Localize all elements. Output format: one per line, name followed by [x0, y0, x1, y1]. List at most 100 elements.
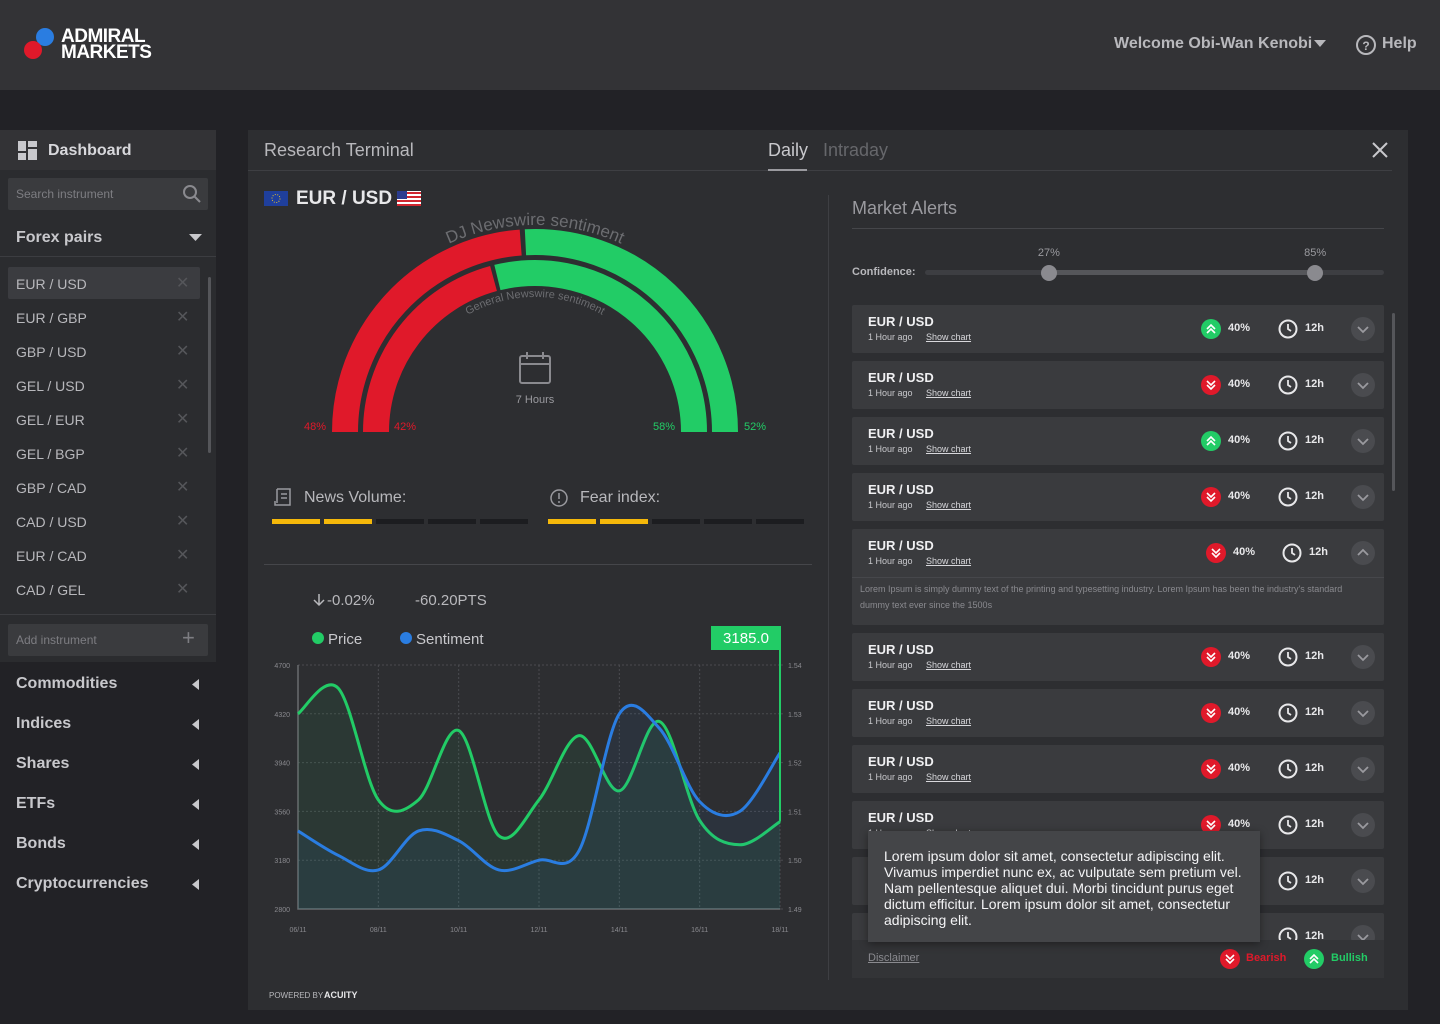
- us-stripe: [397, 196, 421, 198]
- us-stripe: [397, 200, 421, 202]
- alert-row[interactable]: EUR / USD 1 Hour ago Show chart 40% 12h: [852, 633, 1384, 681]
- remove-pair[interactable]: ✕: [176, 513, 190, 530]
- category-item[interactable]: Indices: [16, 715, 72, 732]
- pair-item[interactable]: CAD / GEL: [16, 582, 86, 598]
- slider-handle[interactable]: [1307, 265, 1324, 281]
- remove-pair[interactable]: ✕: [176, 377, 190, 394]
- dropdown-caret: [1314, 40, 1326, 47]
- pair-item[interactable]: GBP / CAD: [16, 480, 87, 496]
- category-item[interactable]: Shares: [16, 755, 70, 772]
- alert-row[interactable]: EUR / USD 1 Hour ago Show chart 40% 12h Lorem…: [852, 529, 1384, 625]
- category-item[interactable]: Cryptocurrencies: [16, 875, 149, 892]
- alert-value: 40%: [1228, 706, 1251, 718]
- expand-toggle[interactable]: [1351, 541, 1375, 565]
- expand-toggle[interactable]: [1351, 429, 1375, 453]
- pair-item[interactable]: EUR / GBP: [16, 310, 87, 326]
- expand-toggle[interactable]: [1351, 757, 1375, 781]
- clock-hands: [1287, 492, 1292, 500]
- toggle-circle: [1351, 541, 1375, 565]
- expand-toggle[interactable]: [1351, 813, 1375, 837]
- remove-pair[interactable]: ✕: [176, 445, 190, 462]
- show-chart-link[interactable]: Show chart: [926, 388, 972, 398]
- pair-item[interactable]: EUR / USD: [16, 276, 87, 292]
- trend-badge: [1201, 759, 1221, 779]
- pair-item[interactable]: GBP / USD: [16, 344, 87, 360]
- show-chart-link[interactable]: Show chart: [926, 332, 972, 342]
- close-x[interactable]: [1372, 142, 1388, 158]
- pair-item[interactable]: GEL / BGP: [16, 446, 85, 462]
- badge-chevrons: [1206, 492, 1216, 503]
- show-chart-link[interactable]: Show chart: [926, 556, 972, 566]
- toggle-circle: [1351, 485, 1375, 509]
- show-chart-link[interactable]: Show chart: [926, 444, 972, 454]
- alert-row[interactable]: EUR / USD 1 Hour ago Show chart 40% 12h: [852, 305, 1384, 353]
- show-chart-link[interactable]: Show chart: [926, 660, 972, 670]
- caret: [1314, 40, 1326, 47]
- panel-title: Research Terminal: [264, 140, 414, 160]
- alert-value: 40%: [1233, 546, 1256, 558]
- legend-bullish: Bullish: [1331, 952, 1368, 964]
- remove-pair[interactable]: ✕: [176, 309, 190, 326]
- trend-badge: [1220, 949, 1240, 969]
- panel-header-line: [248, 170, 1392, 171]
- expand-toggle[interactable]: [1351, 701, 1375, 725]
- pair-item[interactable]: EUR / CAD: [16, 548, 87, 564]
- remove-pair[interactable]: ✕: [176, 547, 190, 564]
- show-chart-link[interactable]: Show chart: [926, 716, 972, 726]
- alert-value: 40%: [1228, 434, 1251, 446]
- alert-pair: EUR / USD: [868, 642, 934, 657]
- remove-pair[interactable]: ✕: [176, 343, 190, 360]
- add-box[interactable]: [8, 624, 208, 656]
- search-box[interactable]: [8, 178, 208, 210]
- clock-hands: [1287, 708, 1292, 716]
- expand-toggle[interactable]: [1351, 373, 1375, 397]
- alert-row[interactable]: EUR / USD 1 Hour ago Show chart 40% 12h: [852, 417, 1384, 465]
- expand-toggle[interactable]: [1351, 485, 1375, 509]
- forex-title[interactable]: Forex pairs: [16, 229, 103, 246]
- y2-tick-label: 1.49: [788, 907, 802, 914]
- expand-toggle[interactable]: [1351, 869, 1375, 893]
- pair-item[interactable]: GEL / EUR: [16, 412, 85, 428]
- alert-row[interactable]: EUR / USD 1 Hour ago Show chart 40% 12h: [852, 361, 1384, 409]
- y2-tick-label: 1.50: [788, 858, 802, 865]
- y-tick-label: 3940: [274, 761, 290, 768]
- category-item[interactable]: Bonds: [16, 835, 66, 852]
- divider: [852, 228, 1384, 229]
- caret: [192, 799, 199, 810]
- help-link[interactable]: Help: [1382, 35, 1417, 52]
- tab-active[interactable]: Daily: [768, 140, 809, 160]
- indicator-segment: [548, 519, 596, 524]
- tab[interactable]: Intraday: [823, 140, 889, 160]
- slider-handle[interactable]: [1040, 265, 1057, 281]
- eu-stars: [271, 194, 281, 203]
- disclaimer-link[interactable]: Disclaimer: [868, 952, 920, 964]
- expand-toggle[interactable]: [1351, 645, 1375, 669]
- clock-icon: [1278, 759, 1298, 779]
- category-item[interactable]: ETFs: [16, 795, 56, 812]
- remove-pair[interactable]: ✕: [176, 581, 190, 598]
- category-item[interactable]: Commodities: [16, 675, 118, 692]
- divider: [0, 256, 216, 257]
- expand-toggle[interactable]: [1351, 317, 1375, 341]
- series-line: [297, 703, 782, 873]
- alert-row[interactable]: EUR / USD 1 Hour ago Show chart 40% 12h: [852, 473, 1384, 521]
- add-plus[interactable]: +: [182, 625, 195, 650]
- clock-icon: [1278, 487, 1298, 507]
- remove-pair[interactable]: ✕: [176, 275, 190, 292]
- indicator-segment: [272, 519, 320, 524]
- welcome-menu[interactable]: Welcome Obi-Wan Kenobi: [1114, 35, 1313, 52]
- toggle-chevron: [1357, 326, 1369, 334]
- remove-pair[interactable]: ✕: [176, 411, 190, 428]
- pair-item[interactable]: GEL / USD: [16, 378, 85, 394]
- trend-badge: [1201, 375, 1221, 395]
- alert-row[interactable]: EUR / USD 1 Hour ago Show chart 40% 12h: [852, 745, 1384, 793]
- show-chart-link[interactable]: Show chart: [926, 772, 972, 782]
- clock-face: [1278, 759, 1298, 779]
- remove-pair[interactable]: ✕: [176, 479, 190, 496]
- alert-row[interactable]: EUR / USD 1 Hour ago Show chart 40% 12h: [852, 689, 1384, 737]
- expand-toggle[interactable]: [1351, 925, 1375, 940]
- show-chart-link[interactable]: Show chart: [926, 500, 972, 510]
- alert-duration: 12h: [1305, 706, 1324, 718]
- pair-item[interactable]: CAD / USD: [16, 514, 87, 530]
